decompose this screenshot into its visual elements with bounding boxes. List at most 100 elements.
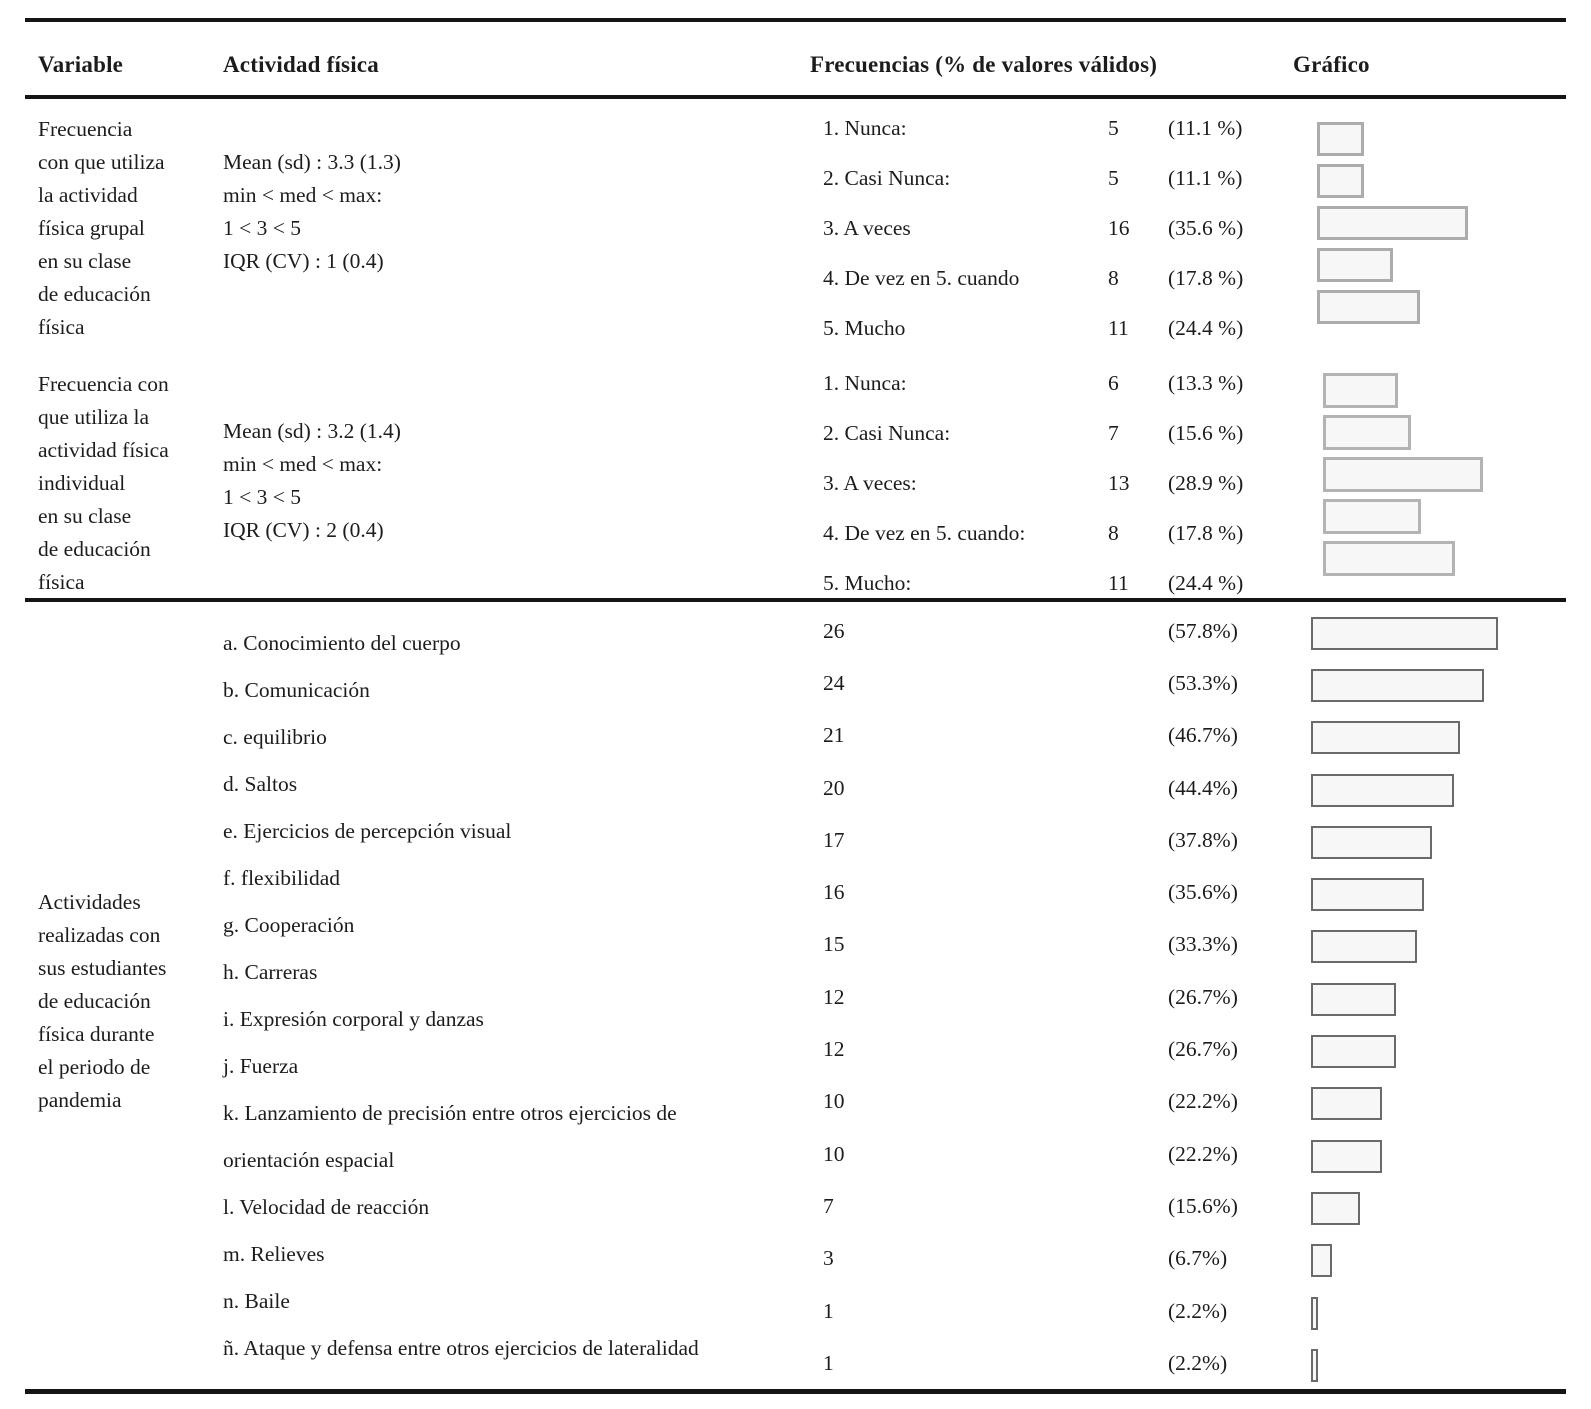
variable-cell-block1: Frecuencia con que utiliza la actividad … — [38, 113, 165, 344]
frequency-label: 3. A veces: — [823, 471, 917, 495]
value-count: 12 — [823, 985, 845, 1009]
frequency-count: 11 — [1108, 316, 1129, 340]
frequency-bar — [1317, 206, 1468, 240]
variable-line: actividad física — [38, 438, 169, 462]
frequency-bar — [1317, 290, 1420, 324]
value-percent: (22.2%) — [1168, 1142, 1238, 1166]
value-count: 17 — [823, 828, 845, 852]
variable-line: física — [38, 315, 85, 339]
value-count: 3 — [823, 1246, 834, 1270]
value-percent: (46.7%) — [1168, 723, 1238, 747]
frequency-bar — [1323, 541, 1455, 576]
frequency-percent: (11.1 %) — [1168, 166, 1243, 190]
frequency-bar — [1317, 248, 1393, 282]
activity-bar — [1311, 1087, 1382, 1120]
value-percent: (44.4%) — [1168, 776, 1238, 800]
value-percent: (57.8%) — [1168, 619, 1238, 643]
value-percent: (33.3%) — [1168, 932, 1238, 956]
activity-label: d. Saltos — [223, 772, 298, 796]
column-header-grafico: Gráfico — [1293, 52, 1370, 77]
variable-cell-block2: Frecuencia con que utiliza la actividad … — [38, 368, 169, 599]
frequency-percent: (17.8 %) — [1168, 266, 1244, 290]
table-top-rule — [25, 18, 1566, 22]
frequency-count: 8 — [1108, 521, 1119, 545]
variable-line: en su clase — [38, 504, 132, 528]
activity-bar — [1311, 774, 1454, 807]
stat-line: 1 < 3 < 5 — [223, 216, 302, 240]
activity-bar — [1311, 826, 1432, 859]
activity-bar — [1311, 1244, 1332, 1277]
frequency-label: 4. De vez en 5. cuando — [823, 266, 1020, 290]
value-percent: (22.2%) — [1168, 1089, 1238, 1113]
value-percent: (15.6%) — [1168, 1194, 1238, 1218]
frequency-label: 3. A veces — [823, 216, 911, 240]
frequency-label: 2. Casi Nunca: — [823, 421, 951, 445]
frequency-percent: (24.4 %) — [1168, 571, 1244, 595]
activity-label: n. Baile — [223, 1289, 290, 1313]
frequency-count: 5 — [1108, 116, 1119, 140]
frequency-label: 1. Nunca: — [823, 116, 907, 140]
frequency-count: 11 — [1108, 571, 1129, 595]
table-mid-rule — [25, 598, 1566, 602]
column-header-actividad-fisica: Actividad física — [223, 52, 379, 77]
variable-line: de educación — [38, 282, 151, 306]
activity-bar — [1311, 1349, 1318, 1382]
variable-line: de educación — [38, 989, 151, 1013]
value-percent: (2.2%) — [1168, 1299, 1228, 1323]
activity-bar — [1311, 1035, 1396, 1068]
frequency-count: 13 — [1108, 471, 1130, 495]
frequency-label: 5. Mucho — [823, 316, 906, 340]
value-count: 26 — [823, 619, 845, 643]
activity-label: k. Lanzamiento de precisión entre otros … — [223, 1101, 677, 1125]
value-count: 21 — [823, 723, 845, 747]
frequency-count: 16 — [1108, 216, 1130, 240]
activity-label: orientación espacial — [223, 1148, 395, 1172]
variable-line: Actividades — [38, 890, 141, 914]
value-percent: (26.7%) — [1168, 1037, 1238, 1061]
variable-cell-block3: Actividades realizadas con sus estudiant… — [38, 886, 166, 1117]
column-header-frecuencias: Frecuencias (% de valores válidos) — [810, 52, 1158, 77]
activity-bar — [1311, 1140, 1382, 1173]
value-count: 1 — [823, 1299, 834, 1323]
value-count: 24 — [823, 671, 845, 695]
value-count: 12 — [823, 1037, 845, 1061]
variable-line: el periodo de — [38, 1055, 151, 1079]
value-count: 7 — [823, 1194, 834, 1218]
stat-line: 1 < 3 < 5 — [223, 485, 302, 509]
activity-label: a. Conocimiento del cuerpo — [223, 631, 461, 655]
frequency-bar — [1323, 499, 1421, 534]
value-count: 15 — [823, 932, 845, 956]
value-percent: (6.7%) — [1168, 1246, 1228, 1270]
variable-line: física — [38, 570, 85, 594]
variable-line: la actividad — [38, 183, 138, 207]
activity-label: h. Carreras — [223, 960, 318, 984]
stat-line: min < med < max: — [223, 452, 383, 476]
frequency-count: 8 — [1108, 266, 1119, 290]
activity-bar — [1311, 617, 1498, 650]
value-count: 20 — [823, 776, 845, 800]
variable-line: Frecuencia con — [38, 372, 169, 396]
variable-line: pandemia — [38, 1088, 122, 1112]
activity-label: g. Cooperación — [223, 913, 355, 937]
activity-label: j. Fuerza — [223, 1054, 299, 1078]
frequency-percent: (28.9 %) — [1168, 471, 1244, 495]
table-bottom-rule — [25, 1389, 1566, 1394]
value-percent: (53.3%) — [1168, 671, 1238, 695]
value-count: 10 — [823, 1142, 845, 1166]
activity-bar — [1311, 1297, 1318, 1330]
frequency-bar — [1317, 122, 1364, 156]
frequency-bar — [1323, 373, 1398, 408]
frequency-bar — [1323, 415, 1411, 450]
value-count: 10 — [823, 1089, 845, 1113]
variable-line: de educación — [38, 537, 151, 561]
variable-line: realizadas con — [38, 923, 161, 947]
frequency-percent: (11.1 %) — [1168, 116, 1243, 140]
frequency-percent: (35.6 %) — [1168, 216, 1244, 240]
frequency-label: 1. Nunca: — [823, 371, 907, 395]
variable-line: física durante — [38, 1022, 155, 1046]
frequency-count: 6 — [1108, 371, 1119, 395]
variable-line: sus estudiantes — [38, 956, 167, 980]
variable-line: que utiliza la — [38, 405, 150, 429]
frequency-bar — [1317, 164, 1364, 198]
